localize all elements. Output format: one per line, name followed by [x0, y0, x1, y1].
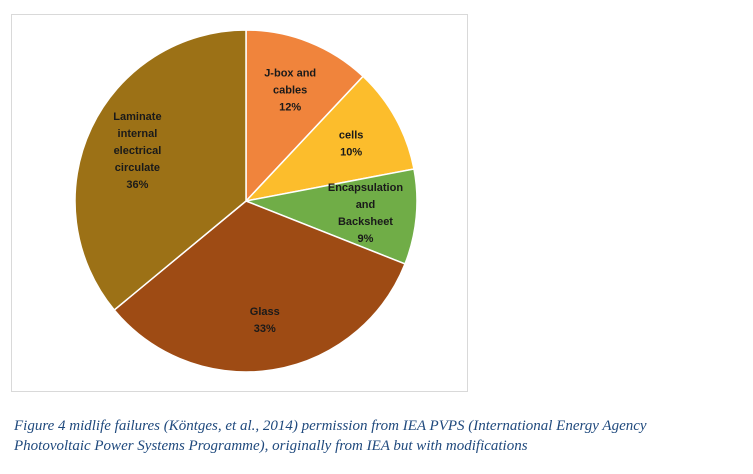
- pie-slice-encapsulation-and-backsheet: [243, 168, 418, 265]
- pie-label-glass: Glass 33%: [250, 306, 280, 335]
- figure-caption-line-2: Photovoltaic Power Systems Programme), o…: [14, 438, 528, 454]
- chart-frame: J-box and cables 12% cells 10% Encapsulation a…: [11, 14, 468, 392]
- pie-label-line: cells: [339, 130, 363, 142]
- pie-label-line: circulate: [115, 162, 160, 174]
- pie-label-line: cables: [273, 84, 307, 96]
- pie-label-line: internal: [118, 128, 158, 140]
- pie-label-line: 36%: [126, 179, 148, 191]
- pie-slice-laminate-internal-electrical-circulate: [74, 29, 247, 312]
- pie-slice-j-box-and-cables: [245, 29, 365, 203]
- pie-label-encapsulation-and-backsheet: Encapsulation and Backsheet 9%: [328, 182, 403, 245]
- pie-label-line: Encapsulation: [328, 182, 403, 194]
- pie-label-cells: cells 10%: [339, 130, 363, 159]
- pie-label-line: and: [356, 199, 376, 211]
- pie-label-line: electrical: [114, 145, 162, 157]
- pie-label-line: Backsheet: [338, 216, 393, 228]
- pie-label-j-box-and-cables: J-box and cables 12%: [264, 67, 316, 113]
- pie-slices: [74, 29, 418, 373]
- pie-chart: J-box and cables 12% cells 10% Encapsulation a…: [74, 29, 418, 373]
- pie-label-line: J-box and: [264, 67, 316, 79]
- pie-label-line: 12%: [279, 101, 301, 113]
- pie-label-line: 9%: [358, 233, 374, 245]
- figure-caption: Figure 4 midlife failures (Köntges, et a…: [14, 416, 744, 456]
- pie-slice-glass: [113, 200, 406, 373]
- pie-slice-cells: [243, 75, 415, 203]
- pie-label-line: 10%: [340, 147, 362, 159]
- pie-label-line: 33%: [254, 323, 276, 335]
- pie-label-line: Glass: [250, 306, 280, 318]
- pie-label-laminate-internal-electrical-circulate: Laminate internal electrical circulate 36%: [113, 111, 161, 191]
- figure-caption-line-1: Figure 4 midlife failures (Köntges, et a…: [14, 418, 647, 434]
- pie-labels: J-box and cables 12% cells 10% Encapsulation a…: [113, 67, 403, 335]
- pie-label-line: Laminate: [113, 111, 161, 123]
